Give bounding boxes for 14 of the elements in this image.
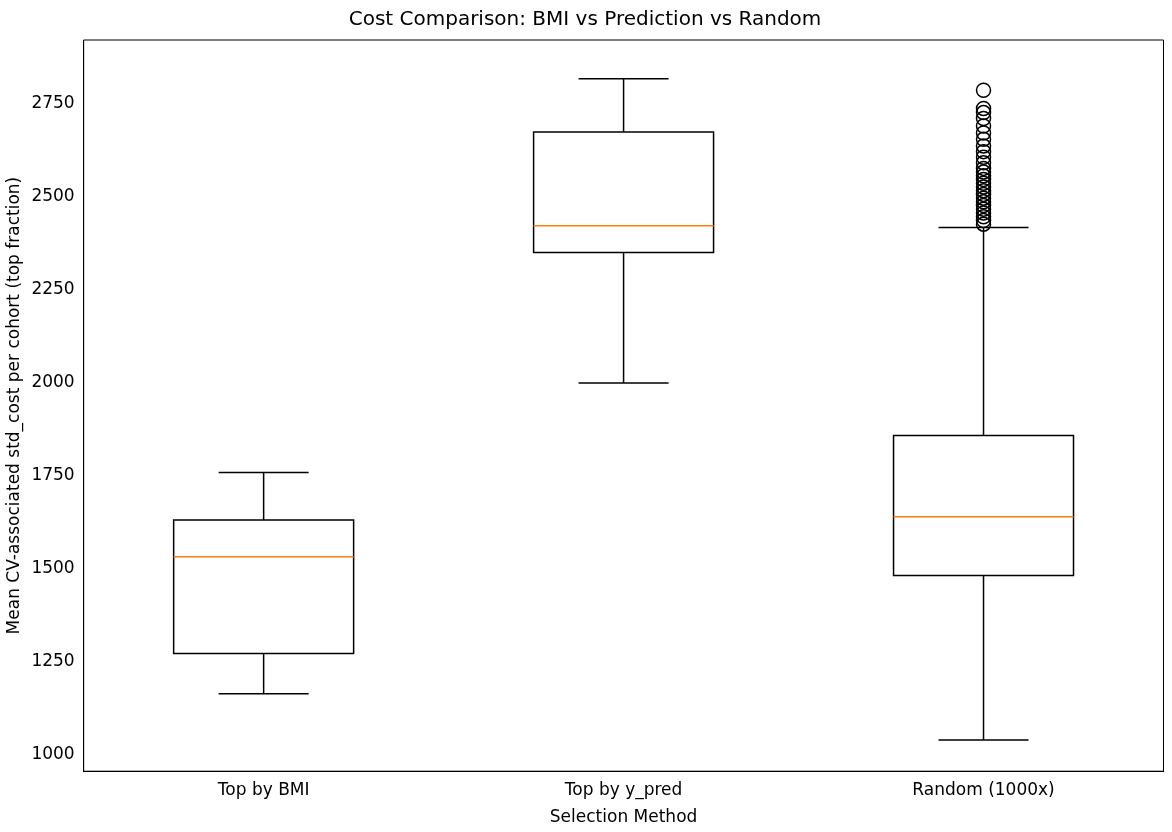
y-tick-label: 2250	[31, 277, 75, 298]
y-tick-label: 1500	[31, 556, 75, 577]
y-tick-label: 2000	[31, 370, 75, 391]
x-tick-label: Random (1000x)	[912, 778, 1055, 799]
chart-title: Cost Comparison: BMI vs Prediction vs Random	[348, 6, 822, 31]
x-axis-title: Selection Method	[549, 806, 698, 827]
x-tick-label: Top by y_pred	[563, 778, 683, 800]
y-axis-title: Mean CV-associated std_cost per cohort (top fraction)	[2, 176, 24, 635]
y-tick-label: 2750	[31, 91, 75, 112]
y-tick-label: 1000	[31, 742, 75, 763]
y-tick-label: 1750	[31, 463, 75, 484]
y-tick-label: 1250	[31, 649, 75, 670]
y-tick-label: 2500	[31, 184, 75, 205]
x-tick-label: Top by BMI	[216, 778, 310, 799]
